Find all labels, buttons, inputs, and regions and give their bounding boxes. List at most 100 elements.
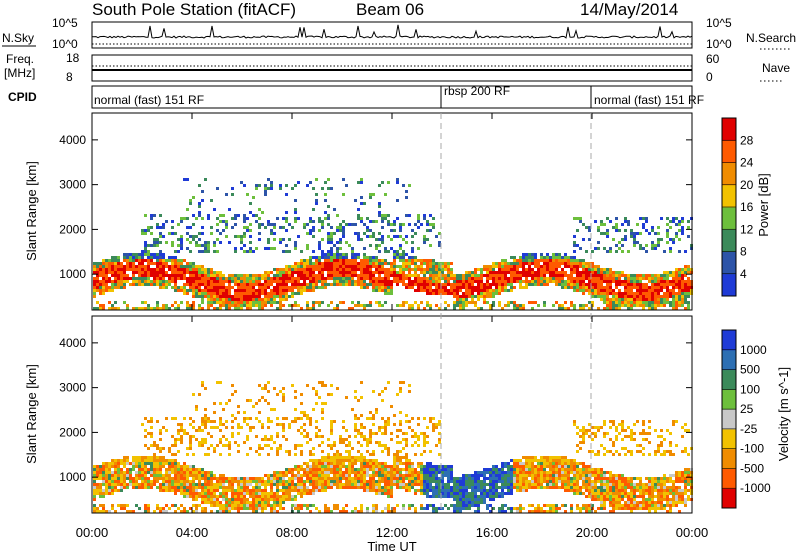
power-cell	[327, 253, 330, 256]
velocity-cell	[276, 393, 279, 396]
velocity-cell	[372, 468, 375, 471]
velocity-cell	[180, 474, 183, 477]
power-cell	[396, 253, 399, 256]
power-cell	[219, 286, 222, 289]
velocity-cell	[363, 483, 366, 486]
velocity-cell	[282, 486, 285, 489]
velocity-cell	[396, 441, 399, 444]
power-cell	[378, 265, 381, 268]
velocity-cell	[321, 486, 324, 489]
velocity-cell	[414, 474, 417, 477]
power-cell	[330, 250, 333, 253]
power-cell	[324, 280, 327, 283]
power-cell	[162, 223, 165, 226]
velocity-cell	[417, 444, 420, 447]
velocity-cell	[333, 420, 336, 423]
velocity-cell	[117, 504, 120, 507]
velocity-cell	[336, 507, 339, 510]
power-cell	[375, 220, 378, 223]
power-cell	[183, 178, 186, 181]
nsky-frame	[91, 21, 693, 49]
power-cell	[390, 265, 393, 268]
power-cell	[462, 292, 465, 295]
power-cell	[357, 232, 360, 235]
power-cell	[495, 286, 498, 289]
power-cell	[456, 289, 459, 292]
velocity-cell	[420, 483, 423, 486]
power-cell	[198, 307, 201, 310]
power-cell	[252, 196, 255, 199]
power-cell	[627, 277, 630, 280]
velocity-cell	[441, 477, 444, 480]
power-cell	[576, 244, 579, 247]
velocity-cell	[222, 495, 225, 498]
power-cell	[216, 289, 219, 292]
velocity-cell	[159, 450, 162, 453]
velocity-cell	[222, 483, 225, 486]
velocity-cell	[294, 507, 297, 510]
power-cell	[312, 235, 315, 238]
power-cell	[258, 184, 261, 187]
power-cell	[102, 277, 105, 280]
velocity-cell	[210, 510, 213, 513]
power-cell	[297, 262, 300, 265]
velocity-cell	[336, 465, 339, 468]
velocity-cell	[270, 495, 273, 498]
velocity-cell	[324, 480, 327, 483]
velocity-cell	[441, 492, 444, 495]
velocity-cell	[306, 468, 309, 471]
velocity-cell	[246, 507, 249, 510]
power-cell	[117, 283, 120, 286]
velocity-cell	[312, 453, 315, 456]
velocity-cell	[300, 444, 303, 447]
power-cell	[639, 298, 642, 301]
velocity-cell	[477, 477, 480, 480]
velocity-cell	[132, 459, 135, 462]
power-cell	[327, 235, 330, 238]
power-cell	[219, 307, 222, 310]
velocity-cell	[273, 498, 276, 501]
power-cell	[153, 256, 156, 259]
power-cell	[618, 241, 621, 244]
velocity-cell	[375, 441, 378, 444]
power-cell	[171, 274, 174, 277]
velocity-cell	[279, 477, 282, 480]
velocity-cell	[255, 435, 258, 438]
velocity-cell	[270, 420, 273, 423]
power-cell	[165, 304, 168, 307]
power-cell	[369, 277, 372, 280]
power-cell	[507, 304, 510, 307]
power-cell	[354, 232, 357, 235]
power-cell	[270, 271, 273, 274]
velocity-cell	[414, 480, 417, 483]
power-cell	[486, 265, 489, 268]
velocity-cell	[96, 477, 99, 480]
power-cell	[528, 268, 531, 271]
velocity-cell	[354, 429, 357, 432]
power-cell	[261, 274, 264, 277]
power-cell	[201, 232, 204, 235]
power-cell	[168, 256, 171, 259]
power-cell	[411, 241, 414, 244]
power-cell	[360, 220, 363, 223]
power-cell	[141, 229, 144, 232]
power-cell	[321, 268, 324, 271]
velocity-cell	[144, 486, 147, 489]
power-cell	[606, 235, 609, 238]
power-cell	[321, 283, 324, 286]
power-cell	[528, 283, 531, 286]
power-cell	[672, 271, 675, 274]
velocity-cell	[348, 474, 351, 477]
power-cell	[318, 220, 321, 223]
power-cell	[258, 223, 261, 226]
power-cell	[303, 271, 306, 274]
power-cell	[222, 295, 225, 298]
velocity-cell	[237, 501, 240, 504]
velocity-cell	[129, 480, 132, 483]
velocity-cell	[96, 465, 99, 468]
power-cell	[159, 259, 162, 262]
velocity-cell	[270, 477, 273, 480]
power-cell	[387, 268, 390, 271]
velocity-cell	[309, 423, 312, 426]
power-cell	[639, 244, 642, 247]
